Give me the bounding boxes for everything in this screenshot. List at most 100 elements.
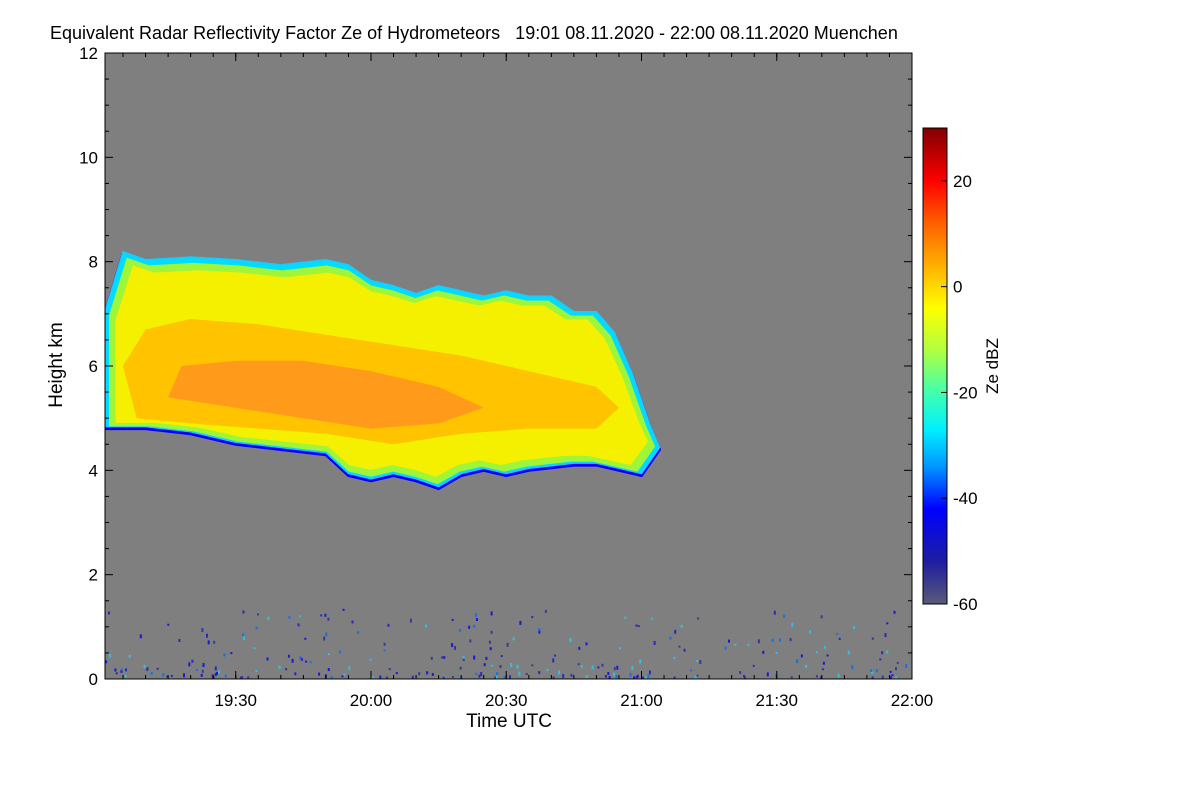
colorbar-tick-label: -60: [953, 595, 978, 614]
clutter-pixel: [369, 658, 372, 661]
clutter-pixel: [489, 647, 492, 651]
clutter-pixel: [143, 664, 146, 668]
clutter-pixel: [483, 663, 486, 667]
clutter-pixel: [690, 669, 692, 672]
clutter-pixel: [218, 670, 221, 674]
x-tick-label: 20:00: [350, 691, 393, 710]
clutter-pixel: [323, 636, 326, 641]
clutter-pixel: [678, 645, 681, 648]
clutter-pixel: [255, 626, 258, 630]
clutter-pixel: [512, 637, 515, 641]
clutter-pixel: [546, 669, 549, 671]
clutter-pixel: [253, 647, 256, 650]
clutter-pixel: [775, 651, 778, 654]
clutter-pixel: [451, 643, 454, 648]
clutter-pixel: [490, 664, 493, 667]
x-axis: 19:30 20:00 20:30 21:00 21:30 22:00: [122, 53, 933, 710]
clutter-pixel: [896, 661, 899, 664]
clutter-pixel: [577, 663, 580, 666]
clutter-pixel: [696, 674, 699, 677]
clutter-pixel: [379, 675, 382, 679]
clutter-pixel: [680, 624, 683, 628]
clutter-pixel: [629, 673, 632, 677]
clutter-pixel: [734, 643, 737, 646]
clutter-pixel: [673, 656, 676, 659]
clutter-pixel: [223, 653, 226, 657]
clutter-pixel: [385, 676, 388, 679]
clutter-pixel: [633, 676, 636, 679]
clutter-pixel: [509, 675, 511, 679]
clutter-pixel: [430, 656, 433, 660]
y-tick-label: 12: [79, 44, 98, 63]
clutter-pixel: [162, 673, 165, 676]
clutter-pixel: [775, 674, 777, 678]
clutter-pixel: [411, 675, 414, 679]
clutter-pixel: [881, 651, 884, 655]
clutter-pixel: [886, 622, 889, 625]
y-tick-label: 6: [89, 357, 98, 376]
clutter-pixel: [743, 676, 746, 679]
clutter-pixel: [569, 638, 572, 643]
clutter-pixel: [495, 675, 498, 679]
y-tick-label: 4: [89, 461, 98, 480]
colorbar-label: Ze dBZ: [983, 338, 1002, 394]
clutter-pixel: [338, 650, 341, 654]
clutter-pixel: [871, 637, 874, 640]
clutter-pixel: [388, 668, 391, 671]
clutter-pixel: [884, 633, 887, 638]
clutter-pixel: [889, 670, 892, 673]
clutter-pixel: [889, 675, 892, 679]
clutter-pixel: [167, 623, 170, 626]
clutter-pixel: [790, 676, 793, 679]
clutter-pixel: [789, 638, 792, 642]
clutter-pixel: [348, 666, 351, 671]
clutter-pixel: [468, 625, 471, 629]
clutter-pixel: [120, 669, 123, 673]
clutter-pixel: [805, 664, 807, 668]
clutter-pixel: [800, 654, 803, 658]
clutter-pixel: [615, 674, 618, 679]
clutter-pixel: [791, 622, 794, 627]
clutter-pixel: [485, 656, 488, 660]
y-tick-label: 8: [89, 253, 98, 272]
clutter-pixel: [166, 675, 169, 678]
clutter-pixel: [783, 614, 786, 618]
clutter-pixel: [538, 628, 541, 632]
clutter-pixel: [538, 629, 541, 634]
x-axis-label: Time UTC: [466, 711, 552, 732]
clutter-pixel: [328, 653, 330, 656]
clutter-pixel: [469, 639, 472, 643]
clutter-pixel: [188, 662, 191, 667]
y-axis: 0 2 4 6 8 10 12: [79, 44, 912, 689]
colorbar-tick-label: -20: [953, 383, 978, 402]
clutter-pixel: [473, 624, 476, 628]
clutter-pixel: [870, 669, 873, 672]
clutter-pixel: [597, 666, 600, 669]
clutter-pixel: [624, 616, 627, 619]
clutter-pixel: [300, 657, 303, 661]
clutter-pixel: [206, 633, 208, 638]
clutter-pixel: [820, 615, 823, 619]
clutter-pixel: [395, 672, 398, 675]
clutter-pixel: [462, 659, 465, 661]
clutter-pixel: [669, 636, 672, 640]
clutter-pixel: [478, 674, 481, 678]
clutter-pixel: [697, 617, 700, 620]
clutter-pixel: [552, 676, 555, 679]
clutter-pixel: [214, 666, 217, 671]
clutter-pixel: [146, 668, 149, 671]
clutter-pixel: [357, 631, 360, 635]
clutter-pixel: [891, 674, 894, 677]
clutter-pixel: [490, 611, 493, 616]
clutter-pixel: [648, 670, 651, 675]
clutter-pixel: [216, 671, 218, 675]
clutter-pixel: [635, 676, 638, 679]
clutter-pixel: [297, 623, 300, 627]
clutter-pixel: [442, 676, 445, 679]
clutter-pixel: [771, 638, 774, 642]
clutter-pixel: [636, 674, 639, 678]
clutter-pixel: [647, 674, 650, 678]
clutter-pixel: [554, 654, 556, 657]
clutter-pixel: [674, 629, 677, 634]
clutter-pixel: [309, 661, 312, 664]
